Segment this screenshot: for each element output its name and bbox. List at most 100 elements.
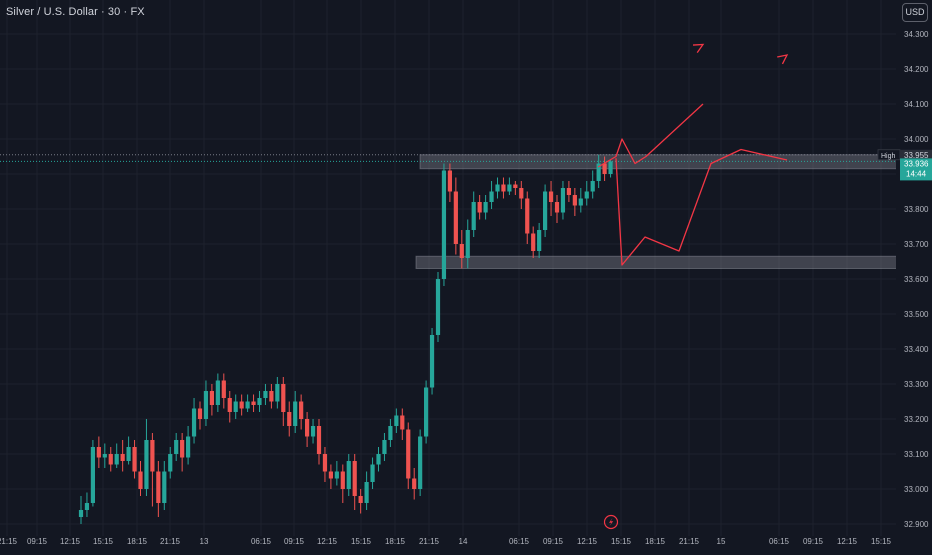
price-tick-label: 34.000 [904,135,929,144]
candle-body [78,510,84,517]
resistance-zone [419,154,899,170]
candle-body [150,440,155,472]
candle-body [305,419,310,437]
candle-body [495,184,500,192]
candle-body [447,170,452,192]
candle-body [281,384,286,412]
price-tick-label: 33.600 [904,275,929,284]
candle-body [120,454,125,461]
price-tick-label: 32.900 [904,520,929,529]
candle-body [370,464,375,482]
time-tick-label: 15:15 [871,537,892,546]
candle-body [340,471,345,489]
candle-body [364,482,369,503]
candle-body [293,401,298,426]
grid [0,0,896,536]
time-axis[interactable]: 21:15 09:15 12:15 15:15 18:15 21:15 13 06:15 09:… [0,536,932,550]
candle-body [156,471,161,503]
candle-body [174,440,179,454]
candle-body [525,198,530,234]
candle-body [376,454,381,465]
time-tick-label: 09:15 [543,537,564,546]
price-tick-label: 33.100 [904,450,929,459]
candle-body [489,191,494,202]
candle-body [352,461,357,496]
candle-body [108,454,113,465]
projection-path [615,148,788,266]
time-tick-label: 09:15 [284,537,305,546]
candle-body [412,478,417,489]
price-tick-label: 33.500 [904,310,929,319]
time-tick-label: 15:15 [351,537,372,546]
candle-body [269,391,274,402]
candle-body [215,380,220,405]
candle-body [394,415,399,426]
price-tick-label: 33.000 [904,485,929,494]
symbol-title: Silver / U.S. Dollar · 30 · FX [6,6,145,18]
candle-body [191,408,197,437]
candle-body [102,454,107,458]
time-tick-label: 09:15 [27,537,48,546]
time-tick-label: 21:15 [419,537,440,546]
candle-countdown: 14:44 [906,169,927,178]
candle-body [251,401,256,405]
candle-body [346,461,351,489]
candle-body [572,195,577,206]
time-tick-label: 12:15 [577,537,598,546]
time-tick-label: 21:15 [0,537,18,546]
candle-body [257,398,262,405]
time-tick-label: 18:15 [127,537,148,546]
projection-path [597,103,704,168]
time-tick-label: 09:15 [803,537,824,546]
time-tick-label: 21:15 [679,537,700,546]
price-tick-label: 34.200 [904,65,929,74]
candle-body [608,161,613,174]
candle-body [328,471,333,479]
candle-body [590,181,595,192]
currency-button[interactable]: USD [902,3,928,22]
candle-body [322,454,328,472]
candle-body [96,447,101,458]
candle-body [424,387,429,437]
candle-body [84,503,90,510]
candle-body [602,163,607,174]
candle-body [441,170,447,279]
time-tick-label: 15 [717,537,726,546]
price-axis-bg [896,0,932,536]
candle-body [543,191,548,230]
candle-body [435,279,441,335]
candle-body [310,426,316,437]
candle-body [471,202,476,230]
price-tick-label: 33.700 [904,240,929,249]
price-tick-label: 33.200 [904,415,929,424]
candle-body [233,401,238,412]
time-tick-label: 12:15 [317,537,338,546]
time-tick-label: 06:15 [769,537,790,546]
candle-body [245,401,250,409]
price-tick-label: 33.800 [904,205,929,214]
candle-body [197,408,203,419]
price-tick-label: 34.100 [904,100,929,109]
high-tag-label: High [881,153,896,160]
price-tick-label: 34.300 [904,30,929,39]
candle-body [138,471,143,489]
candle-body [239,401,244,409]
candle-body [186,436,191,458]
candle-body [537,230,542,251]
candle-body [144,440,149,489]
lightning-bolt-icon[interactable] [603,514,619,530]
last-price-label: 33.936 [904,159,929,168]
price-axis[interactable]: 34.30034.20034.10034.00033.90033.80033.7… [877,0,932,536]
candle-body [531,233,536,251]
time-tick-label: 15:15 [611,537,632,546]
time-tick-label: 13 [200,537,209,546]
time-tick-label: 21:15 [160,537,181,546]
candle-body [132,447,137,472]
candle-body [513,184,518,188]
candle-body [507,184,512,192]
candle-body [501,184,506,192]
candle-body [126,447,131,461]
candle-body [263,391,268,398]
